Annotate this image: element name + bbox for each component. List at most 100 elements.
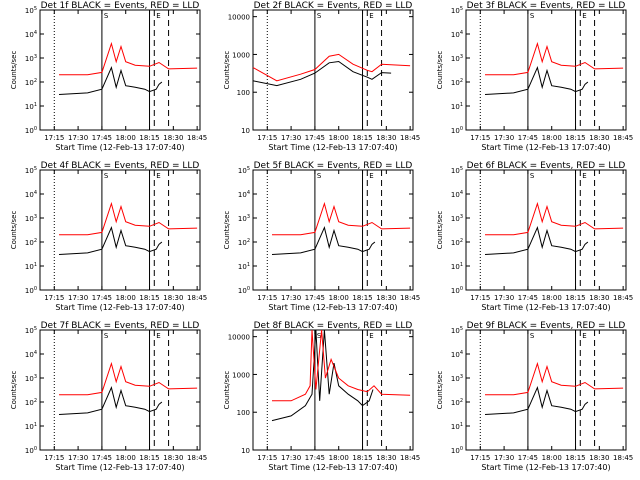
x-tick-label: 18:15 [139, 294, 159, 302]
x-tick-label: 18:15 [352, 134, 372, 142]
x-tick-label: 18:45 [613, 294, 633, 302]
chart-panel-4: Det 4f BLACK = Events, RED = LLD 100 101 10… [10, 161, 207, 312]
y-tick-label: 105 [451, 326, 463, 335]
y-tick-label: 100 [237, 89, 250, 97]
x-tick-label: 18:45 [613, 454, 633, 462]
events-series-line [271, 329, 374, 422]
lld-series-line [59, 41, 198, 76]
y-tick-label: 1000 [232, 51, 250, 59]
x-tick-label: 18:15 [139, 454, 159, 462]
flag-label: E [582, 332, 586, 340]
x-tick-label: 18:45 [400, 294, 420, 302]
y-tick-label: 102 [25, 78, 37, 87]
x-tick-label: 18:30 [589, 454, 609, 462]
events-series-line [484, 226, 589, 255]
y-tick-label: 105 [451, 166, 463, 175]
x-tick-label: 17:45 [305, 134, 325, 142]
x-tick-label: 17:45 [92, 294, 112, 302]
x-tick-label: 18:30 [376, 454, 396, 462]
lld-series-line [485, 41, 624, 76]
flag-label: S [104, 172, 109, 180]
y-axis-label: Counts/sec [10, 371, 18, 410]
y-tick-label: 103 [25, 214, 37, 223]
flag-label: E [369, 332, 373, 340]
y-tick-label: 100 [25, 446, 37, 455]
x-tick-label: 17:30 [281, 294, 301, 302]
y-tick-label: 101 [451, 422, 463, 431]
plot-frame [39, 329, 201, 451]
x-tick-label: 18:00 [542, 294, 562, 302]
y-tick-label: 100 [237, 409, 250, 417]
x-tick-label: 17:45 [305, 294, 325, 302]
x-tick-label: 17:15 [257, 134, 277, 142]
x-tick-label: 18:15 [565, 294, 585, 302]
flag-label: S [530, 332, 535, 340]
events-series-line [58, 66, 163, 95]
x-axis-label: Start Time (12-Feb-13 17:07:40) [481, 143, 610, 152]
x-axis-label: Start Time (12-Feb-13 17:07:40) [481, 303, 610, 312]
x-tick-label: 18:45 [187, 134, 207, 142]
x-tick-label: 18:00 [329, 134, 349, 142]
x-tick-label: 17:45 [92, 454, 112, 462]
chart-panel-3: Det 3f BLACK = Events, RED = LLD 100 101 10… [436, 1, 633, 152]
plot-frame [465, 329, 627, 451]
chart-panel-7: Det 7f BLACK = Events, RED = LLD 100 101 10… [10, 321, 207, 472]
y-tick-label: 103 [238, 214, 250, 223]
x-tick-label: 17:15 [257, 454, 277, 462]
y-tick-label: 1000 [232, 371, 250, 379]
y-tick-label: 101 [25, 102, 37, 111]
y-tick-label: 104 [25, 350, 37, 359]
y-tick-label: 104 [25, 190, 37, 199]
chart-title: Det 6f BLACK = Events, RED = LLD [467, 161, 626, 171]
x-tick-label: 18:00 [329, 454, 349, 462]
x-tick-label: 18:00 [116, 454, 136, 462]
plot-frame [39, 169, 201, 291]
x-tick-label: 18:00 [116, 294, 136, 302]
lld-series-line [272, 201, 411, 236]
flag-label: E [582, 12, 586, 20]
x-tick-label: 18:30 [163, 294, 183, 302]
x-tick-label: 17:15 [44, 134, 64, 142]
events-series-line [271, 226, 376, 255]
lld-series-line [59, 201, 198, 236]
y-tick-label: 10000 [228, 14, 250, 22]
x-axis-label: Start Time (12-Feb-13 17:07:40) [55, 463, 184, 472]
events-series-line [484, 66, 589, 95]
y-tick-label: 100 [25, 286, 37, 295]
events-series-line [58, 386, 163, 415]
y-tick-label: 10 [241, 447, 250, 455]
x-tick-label: 18:30 [376, 294, 396, 302]
x-tick-label: 17:15 [257, 294, 277, 302]
x-tick-label: 18:00 [116, 134, 136, 142]
y-axis-label: Counts/sec [436, 371, 444, 410]
x-tick-label: 17:15 [44, 294, 64, 302]
y-axis-label: Counts/sec [223, 51, 231, 90]
x-tick-label: 18:30 [589, 294, 609, 302]
y-tick-label: 105 [451, 6, 463, 15]
x-tick-label: 17:30 [68, 294, 88, 302]
x-tick-label: 18:30 [163, 134, 183, 142]
y-tick-label: 103 [451, 374, 463, 383]
x-axis-label: Start Time (12-Feb-13 17:07:40) [268, 143, 397, 152]
y-tick-label: 102 [25, 238, 37, 247]
x-tick-label: 17:15 [44, 454, 64, 462]
x-axis-label: Start Time (12-Feb-13 17:07:40) [481, 463, 610, 472]
y-tick-label: 102 [451, 398, 463, 407]
y-tick-label: 100 [25, 126, 37, 135]
x-tick-label: 18:15 [352, 454, 372, 462]
chart-panel-9: Det 9f BLACK = Events, RED = LLD 100 101 10… [436, 321, 633, 472]
flag-label: S [104, 12, 109, 20]
flag-label: S [104, 332, 109, 340]
x-tick-label: 18:00 [542, 454, 562, 462]
lld-series-line [272, 329, 411, 402]
x-tick-label: 17:45 [518, 294, 538, 302]
x-tick-label: 17:30 [68, 134, 88, 142]
x-tick-label: 17:30 [494, 134, 514, 142]
lld-series-line [485, 201, 624, 236]
y-tick-label: 101 [238, 262, 250, 271]
x-axis-label: Start Time (12-Feb-13 17:07:40) [268, 463, 397, 472]
x-tick-label: 18:15 [139, 134, 159, 142]
y-tick-label: 104 [451, 350, 463, 359]
chart-title: Det 8f BLACK = Events, RED = LLD [254, 321, 413, 331]
